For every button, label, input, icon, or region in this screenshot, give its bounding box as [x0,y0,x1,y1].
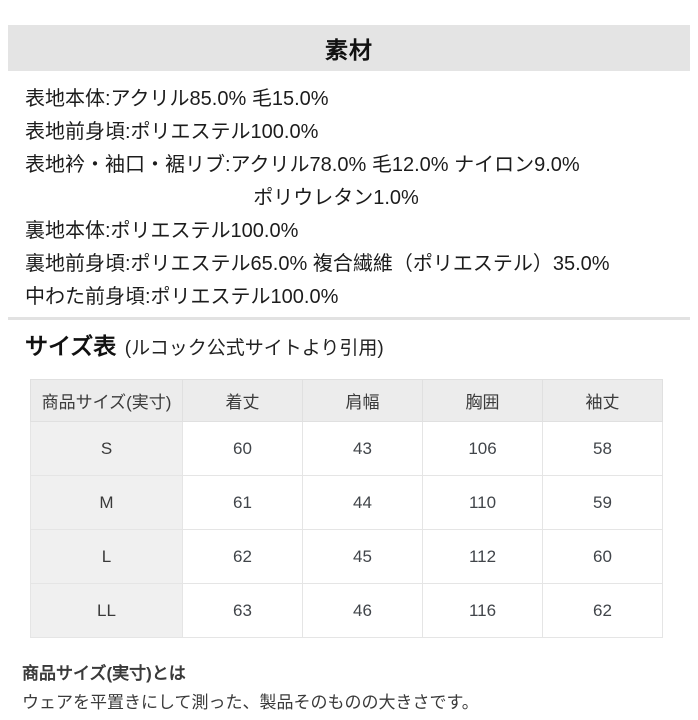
material-line-lining-front: 裏地前身頃:ポリエステル65.0% 複合繊維（ポリエステル）35.0% [25,253,610,275]
cell-ll-shoulder: 46 [302,583,423,638]
column-header-length: 着丈 [182,379,303,422]
size-label-s: S [30,421,183,476]
cell-ll-length: 63 [182,583,303,638]
material-composition-list: 表地本体:アクリル85.0% 毛15.0% 表地前身頃:ポリエステル100.0%… [25,83,673,314]
material-line-outer-rib-continued: ポリウレタン1.0% [253,187,419,209]
size-table-header-row: 商品サイズ(実寸) 着丈 肩幅 胸囲 袖丈 [30,379,663,422]
column-header-product-size: 商品サイズ(実寸) [30,379,183,422]
size-section-heading: サイズ表 (ルコック公式サイトより引用) [25,331,673,365]
cell-l-length: 62 [182,529,303,584]
material-line-lining-body: 裏地本体:ポリエステル100.0% [25,220,299,242]
cell-m-sleeve: 59 [542,475,663,530]
table-row-size-ll: LL 63 46 116 62 [30,583,663,638]
cell-l-sleeve: 60 [542,529,663,584]
product-detail-page: 素材 表地本体:アクリル85.0% 毛15.0% 表地前身頃:ポリエステル100… [0,25,698,720]
size-note-text: ウェアを平置きにして測った、製品そのものの大きさです。 [22,693,479,712]
column-header-shoulder: 肩幅 [302,379,423,422]
table-row-size-s: S 60 43 106 58 [30,421,663,476]
size-label-ll: LL [30,583,183,638]
material-line-outer-body: 表地本体:アクリル85.0% 毛15.0% [25,88,329,110]
cell-l-chest: 112 [422,529,543,584]
cell-s-shoulder: 43 [302,421,423,476]
cell-s-length: 60 [182,421,303,476]
size-label-m: M [30,475,183,530]
size-note-title: 商品サイズ(実寸)とは [22,664,186,683]
material-section-title: 素材 [325,37,373,63]
material-section-header: 素材 [8,25,690,71]
material-line-outer-front: 表地前身頃:ポリエステル100.0% [25,121,319,143]
size-label-l: L [30,529,183,584]
size-table-title: サイズ表 [25,333,117,359]
table-row-size-m: M 61 44 110 59 [30,475,663,530]
cell-m-length: 61 [182,475,303,530]
column-header-sleeve: 袖丈 [542,379,663,422]
cell-ll-chest: 116 [422,583,543,638]
cell-s-sleeve: 58 [542,421,663,476]
column-header-chest: 胸囲 [422,379,543,422]
size-table-source: (ルコック公式サイトより引用) [124,338,384,359]
cell-s-chest: 106 [422,421,543,476]
table-row-size-l: L 62 45 112 60 [30,529,663,584]
cell-ll-sleeve: 62 [542,583,663,638]
cell-m-chest: 110 [422,475,543,530]
size-note: 商品サイズ(実寸)とは ウェアを平置きにして測った、製品そのものの大きさです。 [22,663,673,714]
section-divider [8,317,690,320]
cell-m-shoulder: 44 [302,475,423,530]
material-line-outer-rib: 表地衿・袖口・裾リブ:アクリル78.0% 毛12.0% ナイロン9.0% [25,154,580,176]
cell-l-shoulder: 45 [302,529,423,584]
size-table: 商品サイズ(実寸) 着丈 肩幅 胸囲 袖丈 S 60 43 106 58 M 6… [30,379,663,638]
material-line-padding-front: 中わた前身頃:ポリエステル100.0% [25,286,339,308]
